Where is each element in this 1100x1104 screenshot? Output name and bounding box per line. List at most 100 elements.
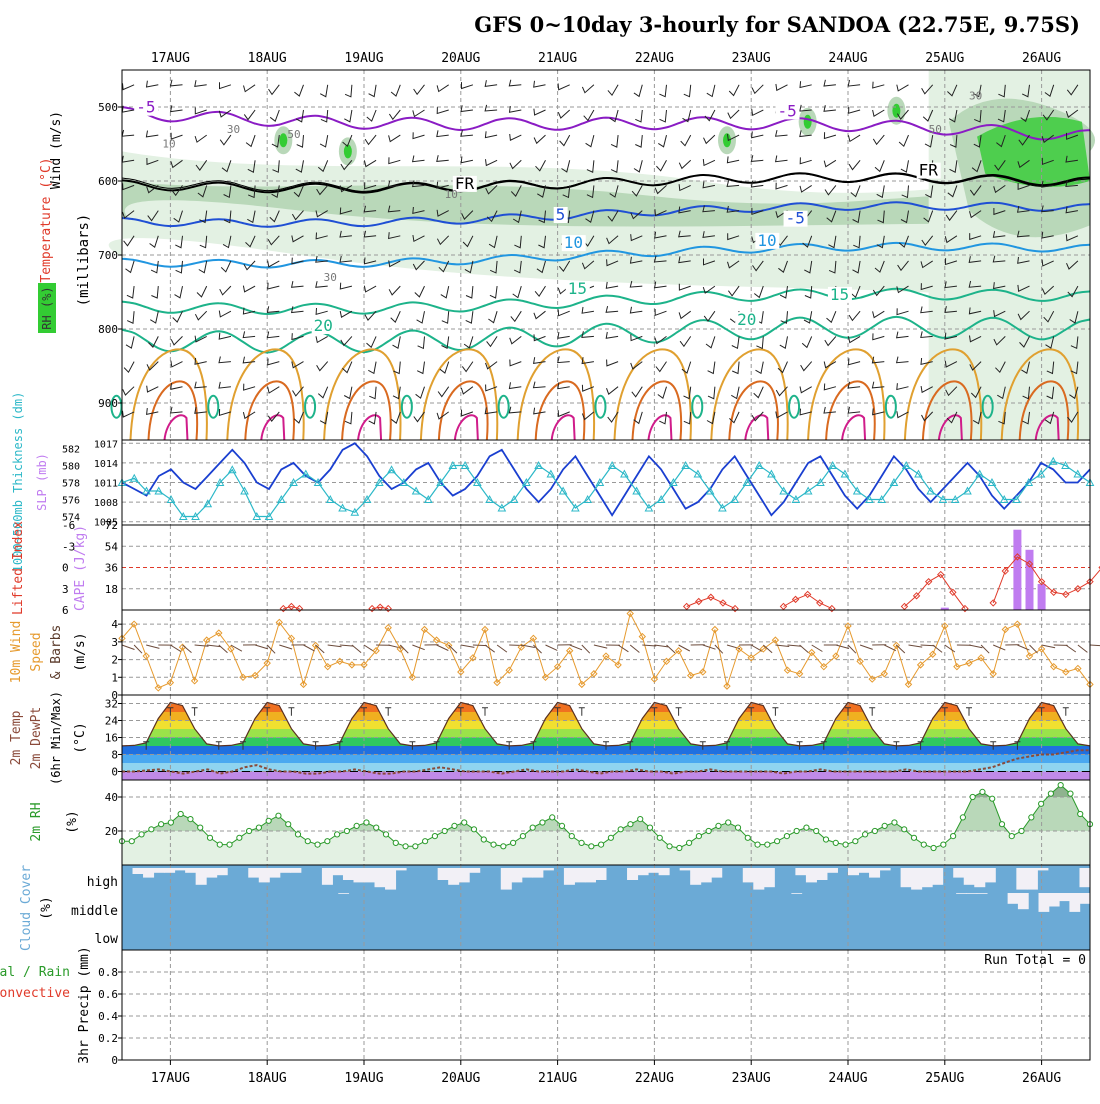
wind-barb [150,311,158,323]
wind-barb [219,311,231,317]
wind-barb [389,286,400,295]
cloud-high-gap-82 [985,868,996,882]
rh-2m-marker-60 [706,828,711,833]
rh-contour-label-3: 50 [287,128,300,141]
wind-barb [509,382,521,388]
cloud-mid-gap-89 [1039,893,1050,912]
rh-2m-marker-12 [237,835,242,840]
wind-barb [316,336,328,342]
wind-barb [148,336,158,347]
wind-barb [558,309,570,315]
wind-barb [437,155,449,161]
p1-ytick-2: 700 [98,249,118,262]
wind-barb-10m-24 [412,645,424,650]
rh-2m-marker-35 [462,820,467,825]
rh-core-0 [279,133,287,147]
p5-ytick-0: 32 [105,698,118,711]
rh-core-2 [723,133,731,147]
cloud-high-gap-15 [280,868,291,873]
wind-barb [703,159,715,165]
rh-2m-marker-62 [726,820,731,825]
wind-barb [658,387,667,399]
cloud-high-gap-26 [396,868,407,870]
cloud-high-gap-91 [1079,868,1090,887]
wind-barb [731,387,739,399]
wind-barb [684,412,691,424]
cloud-high-gap-39 [532,868,543,878]
wind-barb-10m-6 [195,645,209,646]
rh-2m-marker-13 [247,828,252,833]
contour-label-11: FR [919,161,939,180]
rh-contour-label-1: 10 [162,138,175,151]
wind-barb [490,286,497,298]
wind-barb [461,387,473,394]
wind-barb [487,336,498,346]
rh-2m-marker-46 [569,834,574,839]
wind-barb [244,110,255,120]
rh-2m-marker-58 [687,840,692,845]
contour-label-2: 5 [556,205,566,224]
wind-barb [752,109,764,115]
wind-barb-10m-12 [267,645,275,653]
wind-barb [704,135,715,143]
cloud-high-gap-44 [585,868,596,882]
wind-barb [800,387,812,393]
contour-label-4: 10 [564,233,583,252]
wind-barb [195,135,207,142]
wind-barb [246,135,255,146]
rh-2m-marker-1 [129,839,134,844]
cloud-high-gap-19 [322,868,333,885]
rh-2m-marker-34 [452,823,457,828]
wind-barb [220,286,231,295]
cloud-high-gap-40 [543,868,554,870]
temp-minmax-bar [966,708,972,716]
p1-ytick-0: 500 [98,101,118,114]
cloud-high-gap-70 [859,868,870,873]
rh-2m-marker-89 [990,796,995,801]
wind-barb-10m-41 [618,645,628,652]
cloud-high-gap-65 [806,868,817,882]
rh-2m-marker-95 [1048,791,1053,796]
p5-ytick-4: 0 [111,766,118,779]
p2-left-tick-1: 580 [62,462,80,473]
rh-2m-marker-88 [980,789,985,794]
rh-2m-marker-23 [344,828,349,833]
wind-barb [122,130,134,136]
cool-pocket-1 [208,396,218,418]
wind-barb [754,286,763,297]
date-label-bottom-6: 23AUG [732,1071,771,1086]
wind-barb-10m-35 [546,645,558,650]
wind-barb [126,261,135,273]
cloud-high-gap-45 [595,868,606,880]
cloud-level-label-0: high [87,875,118,890]
wind-barb-10m-65 [909,645,923,647]
wind-barb [486,159,498,165]
p5-label-1: 2m Temp [9,710,24,765]
cloud-high-gap-6 [185,868,196,873]
p2-left-tick-2: 578 [62,479,80,490]
cloud-mid-gap-82 [966,893,977,894]
wind-barb [244,85,256,92]
cloud-mid-gap-83 [977,893,988,894]
wind-barb [804,311,812,323]
p1-label-rh: RH (%) [40,286,54,329]
cloud-high-gap-54 [690,868,701,885]
p8-ytick-3: 0.2 [98,1032,118,1045]
wind-barb [848,80,860,86]
cape-bar-2 [1026,550,1034,610]
wind-barb [391,85,400,96]
wind-barb [364,160,376,166]
date-label-bottom-1: 18AUG [248,1071,287,1086]
wind-barb [393,387,400,399]
wind-barb [171,407,183,413]
wind-barb [727,156,739,162]
rh-2m-marker-59 [696,834,701,839]
p2-right-tick-1: 1014 [94,459,118,470]
wind-barb [418,336,425,348]
rh-2m-marker-75 [853,839,858,844]
wind-barb [824,362,836,368]
wind-barb [461,105,473,111]
wind-barb [848,135,860,141]
cloud-high-gap-86 [1027,868,1038,890]
p5-label-2: 2m DewPt [29,707,44,770]
